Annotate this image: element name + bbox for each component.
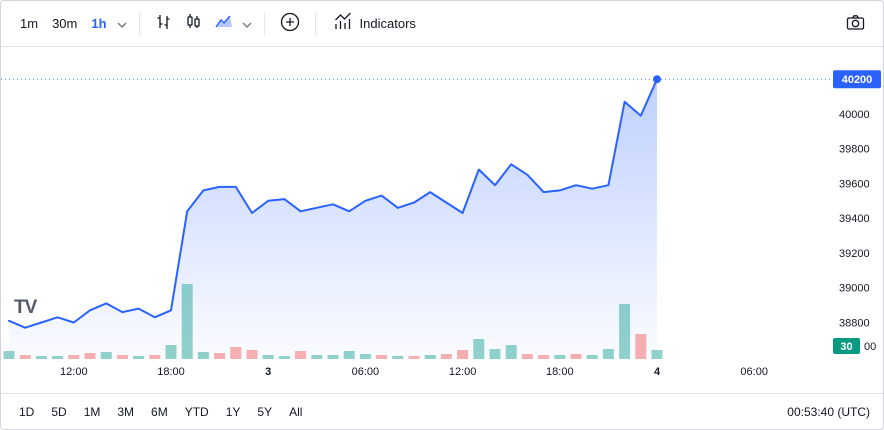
svg-text:39600: 39600 [839, 178, 870, 190]
camera-icon [845, 12, 866, 36]
svg-text:38800: 38800 [839, 318, 870, 330]
time-tick-0600: 06:00 [740, 366, 768, 378]
time-tick-4: 4 [653, 366, 661, 378]
svg-text:40000: 40000 [839, 109, 870, 121]
range-6m[interactable]: 6M [146, 402, 173, 422]
svg-text:40200: 40200 [842, 74, 873, 86]
indicators-icon [333, 12, 353, 35]
range-ytd[interactable]: YTD [180, 402, 214, 422]
compare-add-button[interactable] [274, 6, 306, 41]
plus-circle-icon [279, 11, 301, 36]
svg-text:39400: 39400 [839, 213, 870, 225]
bar-style-button[interactable] [149, 7, 179, 40]
tradingview-logo[interactable]: TV [14, 297, 37, 318]
date-range-group: 1D 5D 1M 3M 6M YTD 1Y 5Y All [14, 402, 314, 422]
time-tick-1800: 18:00 [157, 366, 185, 378]
chart-style-menu-button[interactable] [239, 12, 255, 35]
timeframe-1h[interactable]: 1h [84, 11, 113, 36]
timeframe-30m[interactable]: 30m [45, 11, 84, 36]
indicators-label: Indicators [359, 16, 416, 31]
svg-text:39000: 39000 [839, 283, 870, 295]
range-5d[interactable]: 5D [46, 402, 71, 422]
toolbar-separator [263, 12, 265, 35]
range-all[interactable]: All [284, 402, 307, 422]
svg-text:30: 30 [840, 341, 852, 353]
timeframe-group: 1m 30m 1h [13, 11, 114, 36]
svg-text:39200: 39200 [839, 248, 870, 260]
bottom-toolbar: 1D 5D 1M 3M 6M YTD 1Y 5Y All 00:53:40 (UTC) [1, 393, 883, 429]
svg-text:00: 00 [864, 341, 876, 353]
range-5y[interactable]: 5Y [252, 402, 277, 422]
area-style-button[interactable] [209, 7, 239, 40]
range-1m[interactable]: 1M [79, 402, 106, 422]
indicators-button[interactable]: Indicators [325, 7, 424, 40]
snapshot-button[interactable] [840, 7, 871, 41]
range-1d[interactable]: 1D [14, 402, 39, 422]
time-tick-1800: 18:00 [546, 366, 574, 378]
time-tick-1200: 12:00 [60, 366, 88, 378]
svg-text:39800: 39800 [839, 144, 870, 156]
chart-area: 40000 39800 39600 39400 39200 39000 38800 40200… [1, 47, 883, 393]
price-chart-canvas[interactable]: 40000 39800 39600 39400 39200 39000 38800 40200… [1, 47, 883, 359]
time-tick-0600: 06:00 [351, 366, 380, 378]
chevron-down-icon [242, 16, 252, 31]
range-3m[interactable]: 3M [112, 402, 139, 422]
top-toolbar: 1m 30m 1h [1, 1, 883, 47]
timeframe-menu-button[interactable] [114, 12, 130, 35]
bar-style-icon [154, 12, 174, 35]
clock: 00:53:40 (UTC) [787, 404, 870, 419]
area-style-icon [214, 12, 234, 35]
candle-style-button[interactable] [179, 7, 209, 40]
range-1y[interactable]: 1Y [221, 402, 246, 422]
toolbar-separator [138, 12, 140, 35]
toolbar-separator [314, 12, 316, 35]
candle-style-icon [184, 12, 204, 35]
time-tick-3: 3 [265, 366, 272, 378]
timeframe-1m[interactable]: 1m [13, 11, 45, 36]
time-tick-1200: 12:00 [448, 366, 477, 378]
chevron-down-icon [117, 16, 127, 31]
time-axis[interactable]: 12:00 18:00 3 06:00 12:00 18:00 4 06:00 [1, 359, 831, 393]
